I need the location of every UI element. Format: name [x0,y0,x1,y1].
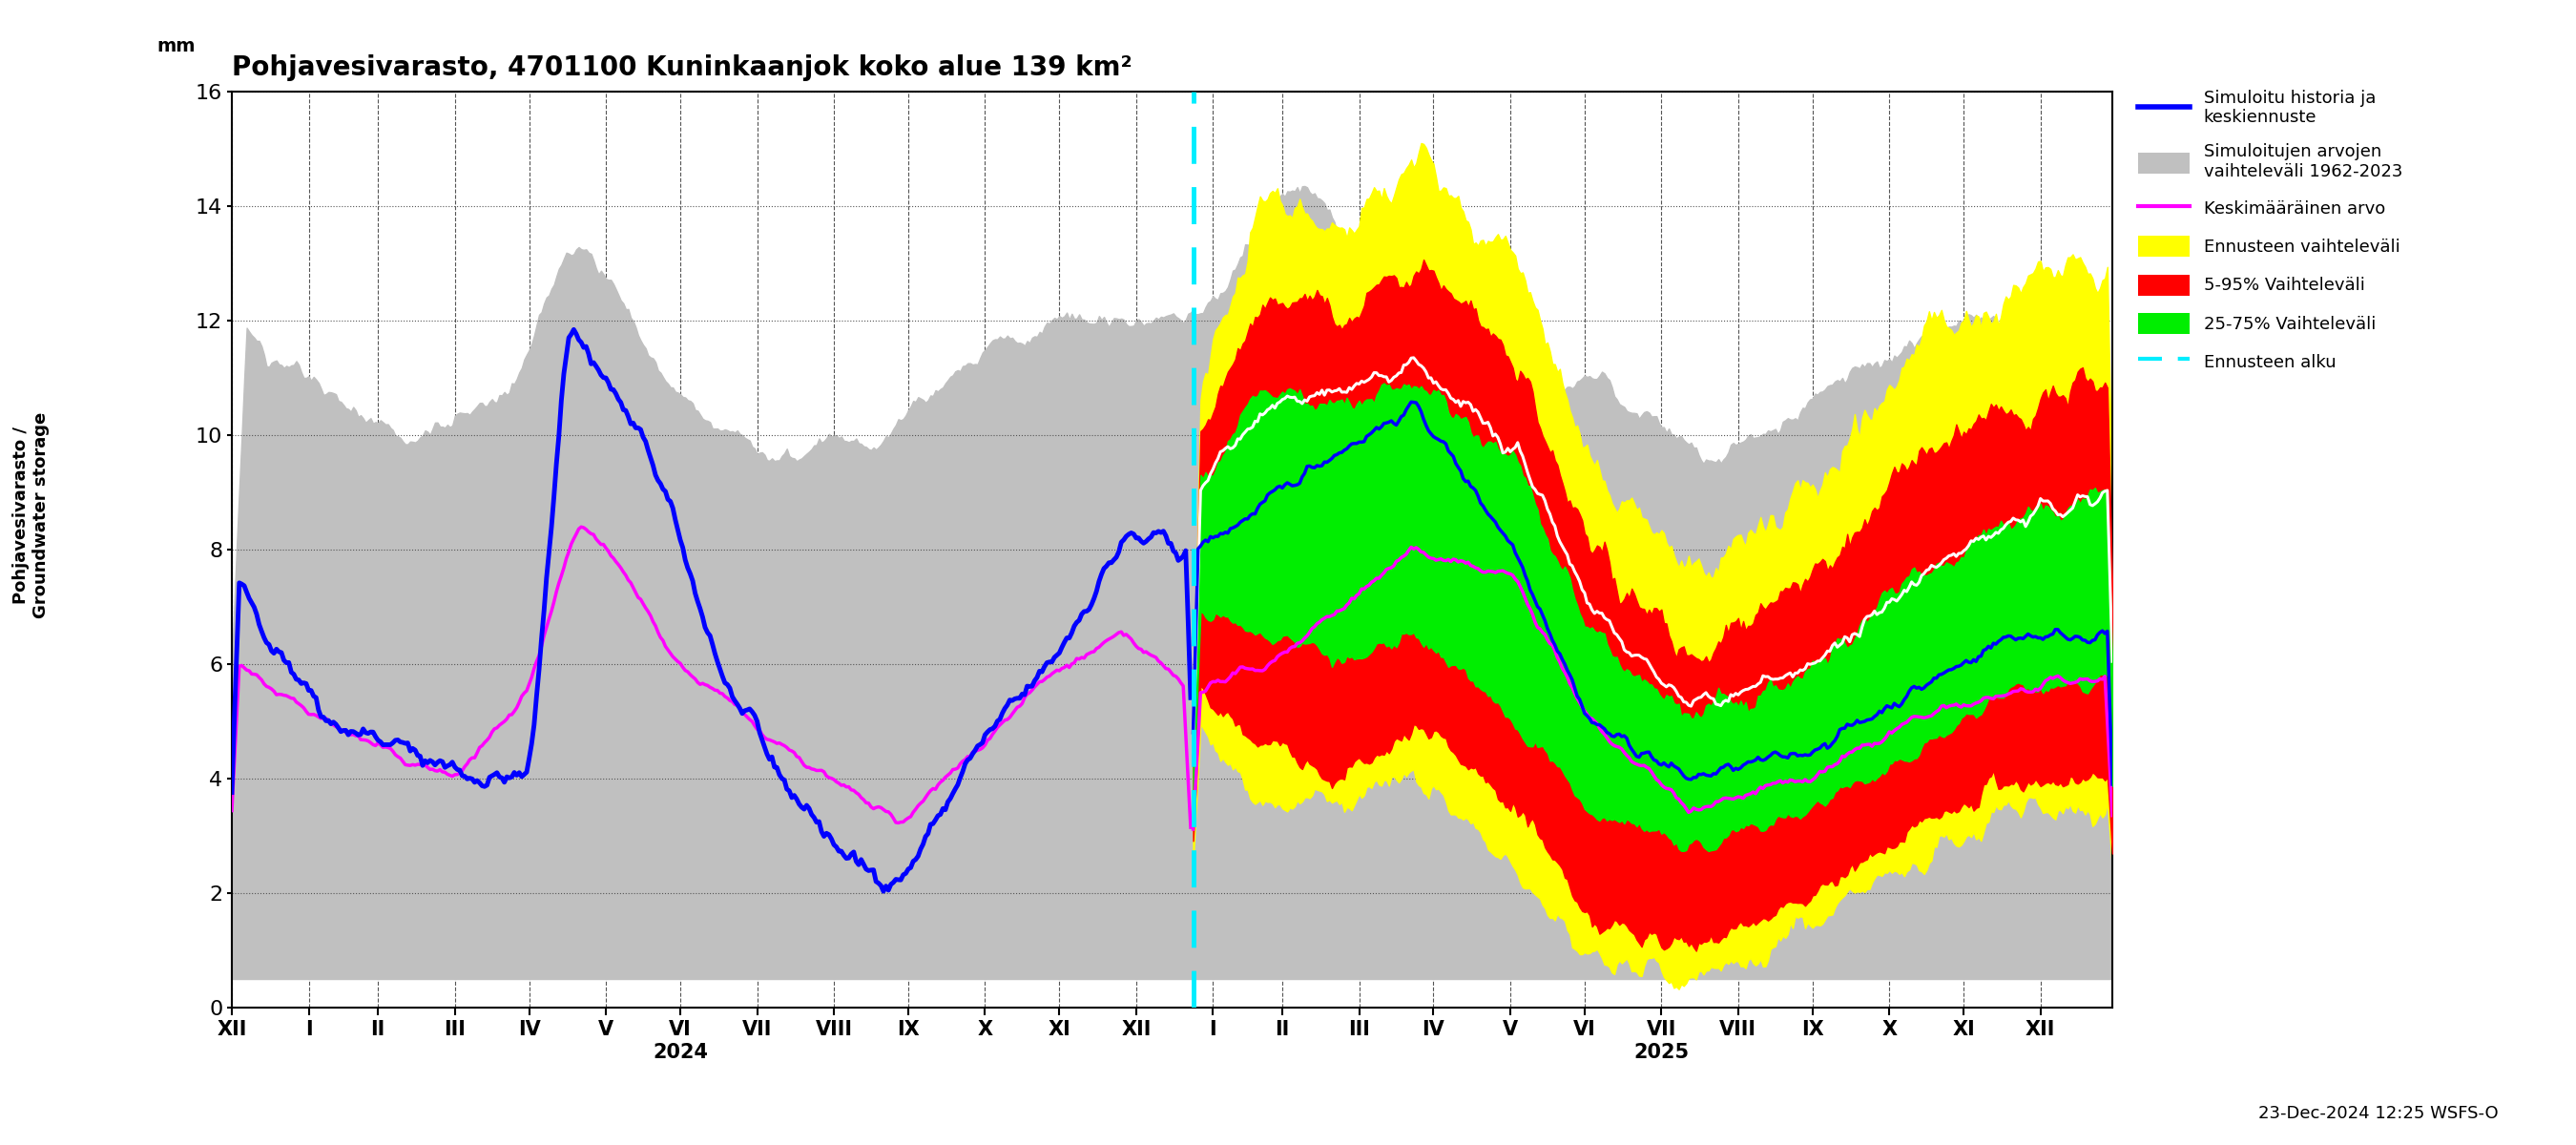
Text: 2024: 2024 [652,1043,708,1061]
Text: mm: mm [157,37,196,55]
Text: Pohjavesivarasto, 4701100 Kuninkaanjok koko alue 139 km²: Pohjavesivarasto, 4701100 Kuninkaanjok k… [232,55,1131,81]
Text: 23-Dec-2024 12:25 WSFS-O: 23-Dec-2024 12:25 WSFS-O [2259,1105,2499,1122]
Legend: Simuloitu historia ja
keskiennuste, Simuloitujen arvojen
vaihteleväli 1962-2023,: Simuloitu historia ja keskiennuste, Simu… [2130,82,2409,379]
Text: Pohjavesivarasto /
Groundwater storage: Pohjavesivarasto / Groundwater storage [13,412,49,618]
Text: 2025: 2025 [1633,1043,1690,1061]
